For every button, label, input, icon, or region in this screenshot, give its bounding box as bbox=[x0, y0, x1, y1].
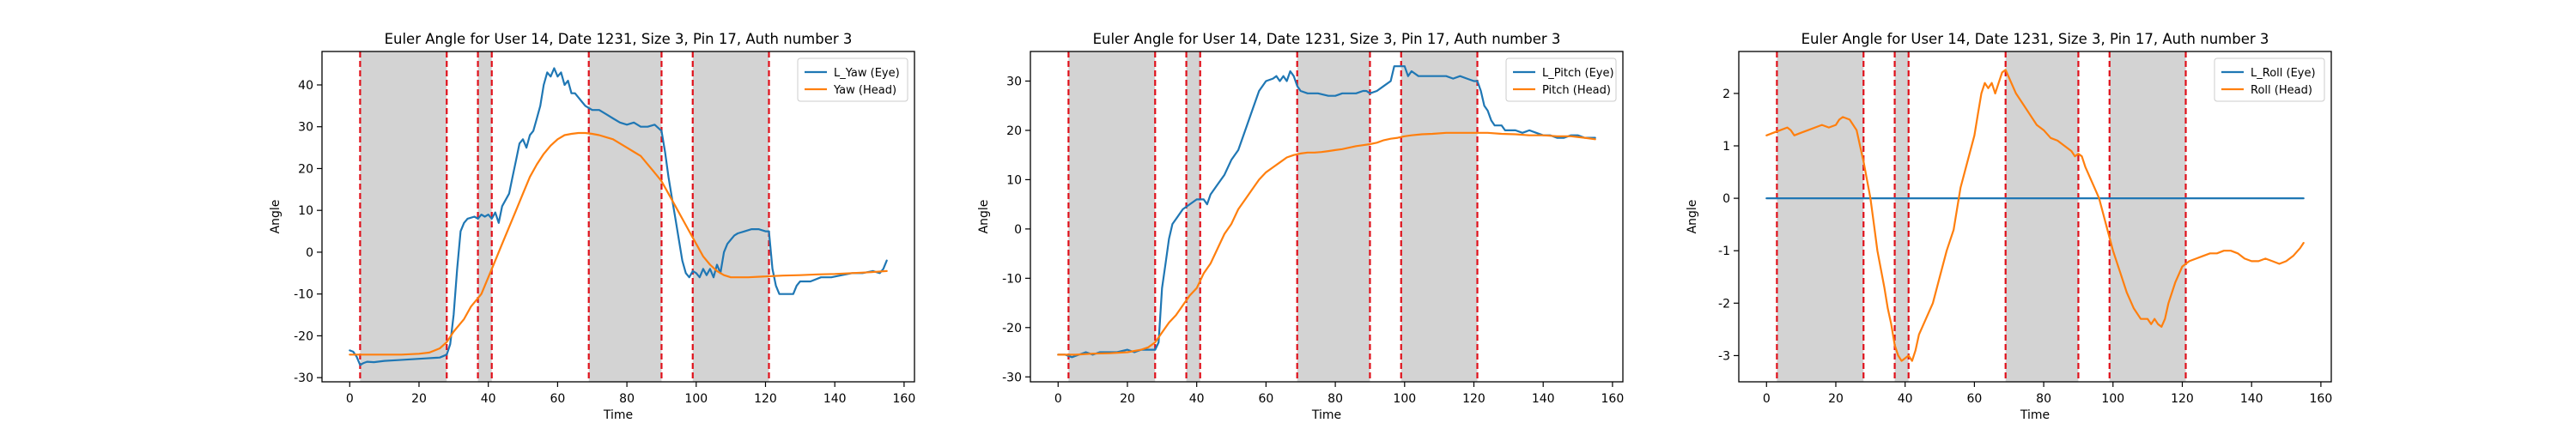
x-axis-label: Time bbox=[1311, 408, 1341, 422]
legend-box bbox=[1505, 57, 1617, 102]
x-tick-label: 40 bbox=[481, 392, 496, 406]
y-tick-label: -3 bbox=[1718, 349, 1730, 363]
y-tick-label: 30 bbox=[298, 121, 313, 135]
axes-frame bbox=[321, 51, 915, 383]
shaded-region bbox=[1297, 51, 1370, 382]
x-tick-label: 140 bbox=[2240, 392, 2263, 406]
legend-label: Roll (Head) bbox=[2251, 84, 2312, 97]
x-tick-label: 20 bbox=[411, 392, 427, 406]
shaded-region bbox=[1777, 51, 1864, 382]
y-tick-label: 0 bbox=[1014, 223, 1022, 237]
x-tick-label: 80 bbox=[2036, 392, 2051, 406]
x-tick-label: 120 bbox=[754, 392, 777, 406]
y-tick-label: -30 bbox=[1002, 371, 1022, 384]
x-tick-label: 100 bbox=[1393, 392, 1416, 406]
x-tick-label: 120 bbox=[1462, 392, 1485, 406]
y-tick-label: -1 bbox=[1718, 245, 1730, 258]
x-tick-label: 40 bbox=[1189, 392, 1205, 406]
legend-box bbox=[797, 57, 908, 102]
y-axis-label: Angle bbox=[269, 200, 283, 234]
shaded-region bbox=[1894, 51, 1909, 382]
shaded-region bbox=[2005, 51, 2079, 382]
series-line-eye bbox=[349, 67, 888, 366]
chart-title: Euler Angle for User 14, Date 1231, Size… bbox=[385, 31, 853, 47]
x-tick-label: 0 bbox=[1763, 392, 1771, 406]
x-tick-label: 120 bbox=[2171, 392, 2194, 406]
y-tick-label: 10 bbox=[298, 204, 313, 218]
x-tick-label: 0 bbox=[1054, 392, 1062, 406]
chart-title: Euler Angle for User 14, Date 1231, Size… bbox=[1093, 31, 1561, 47]
y-tick-label: -20 bbox=[294, 329, 313, 343]
y-tick-label: 30 bbox=[1006, 75, 1022, 88]
x-tick-label: 80 bbox=[619, 392, 635, 406]
legend-label: L_Roll (Eye) bbox=[2251, 67, 2316, 80]
y-tick-label: 0 bbox=[1722, 192, 1730, 206]
y-tick-label: 20 bbox=[1006, 124, 1022, 138]
legend-label: Yaw (Head) bbox=[833, 84, 896, 97]
chart-panel-3: 0 20 40 60 80 100 120 140 160 -3 -2 -1 0 1 2 Euler Angl… bbox=[1686, 31, 2332, 422]
legend-label: Pitch (Head) bbox=[1542, 84, 1611, 97]
x-axis-label: Time bbox=[2020, 408, 2050, 422]
y-tick-label: 1 bbox=[1722, 140, 1730, 154]
y-axis-label: Angle bbox=[977, 200, 991, 234]
legend: L_Roll (Eye) Roll (Head) bbox=[2214, 57, 2325, 102]
legend: L_Yaw (Eye) Yaw (Head) bbox=[797, 57, 908, 102]
x-tick-label: 140 bbox=[823, 392, 847, 406]
legend: L_Pitch (Eye) Pitch (Head) bbox=[1505, 57, 1617, 102]
shaded-region bbox=[588, 51, 662, 382]
x-tick-label: 160 bbox=[893, 392, 916, 406]
x-tick-label: 160 bbox=[2310, 392, 2333, 406]
legend-box bbox=[2214, 57, 2325, 102]
x-tick-label: 160 bbox=[1601, 392, 1625, 406]
y-tick-label: -10 bbox=[1002, 272, 1022, 286]
shaded-region bbox=[692, 51, 769, 382]
x-tick-label: 60 bbox=[1258, 392, 1273, 406]
x-tick-label: 0 bbox=[346, 392, 354, 406]
series-line-eye bbox=[1057, 65, 1596, 359]
y-tick-label: 20 bbox=[298, 162, 313, 176]
axes-frame bbox=[1030, 51, 1624, 383]
shaded-region bbox=[2109, 51, 2186, 382]
x-tick-label: 60 bbox=[1966, 392, 1982, 406]
chart-title: Euler Angle for User 14, Date 1231, Size… bbox=[1801, 31, 2269, 47]
legend-label: L_Pitch (Eye) bbox=[1542, 67, 1614, 80]
series-line-head bbox=[349, 131, 888, 356]
y-tick-label: 2 bbox=[1722, 88, 1730, 101]
y-axis-label: Angle bbox=[1686, 200, 1699, 234]
series-line-head bbox=[1057, 131, 1596, 356]
y-tick-label: -2 bbox=[1718, 297, 1730, 311]
x-tick-label: 140 bbox=[1532, 392, 1555, 406]
x-tick-label: 20 bbox=[1828, 392, 1844, 406]
x-tick-label: 60 bbox=[550, 392, 565, 406]
series-line-head bbox=[1765, 69, 2305, 362]
chart-panel-2: 0 20 40 60 80 100 120 140 160 -30 -20 -10 0 10 20 30 Eul… bbox=[977, 31, 1624, 422]
shaded-region bbox=[1068, 51, 1156, 382]
y-tick-label: 10 bbox=[1006, 173, 1022, 187]
axes-frame bbox=[1738, 51, 2332, 383]
x-axis-label: Time bbox=[603, 408, 633, 422]
x-tick-label: 100 bbox=[2101, 392, 2124, 406]
y-tick-label: -10 bbox=[294, 288, 313, 302]
y-tick-label: 40 bbox=[298, 79, 313, 93]
y-tick-label: 0 bbox=[306, 246, 313, 260]
y-tick-label: -30 bbox=[294, 372, 313, 385]
x-tick-label: 100 bbox=[684, 392, 708, 406]
y-tick-label: -20 bbox=[1002, 322, 1022, 335]
chart-panel-1: 0 20 40 60 80 100 120 140 160 -30 -20 -10 0 10 20 30 40 E… bbox=[269, 31, 915, 422]
legend-label: L_Yaw (Eye) bbox=[834, 67, 900, 80]
x-tick-label: 20 bbox=[1120, 392, 1135, 406]
x-tick-label: 80 bbox=[1327, 392, 1343, 406]
x-tick-label: 40 bbox=[1898, 392, 1913, 406]
shaded-region bbox=[360, 51, 447, 382]
shaded-region bbox=[1186, 51, 1200, 382]
shaded-region bbox=[1400, 51, 1478, 382]
